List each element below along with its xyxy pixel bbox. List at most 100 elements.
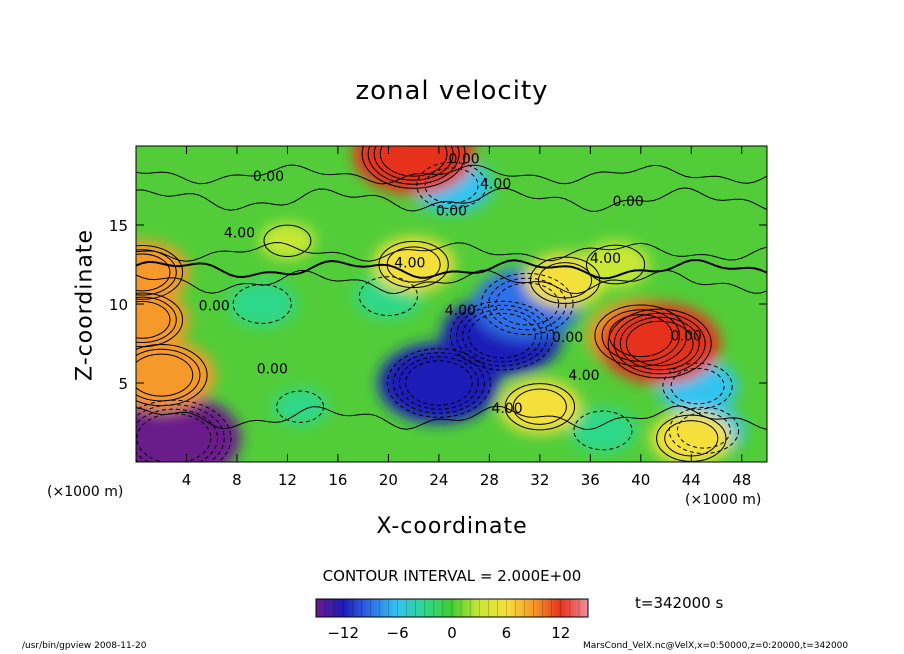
contour-label-11: 0.00 — [552, 330, 583, 346]
contour-label-0: 0.00 — [449, 151, 480, 167]
heatmap-cell-10 — [272, 388, 328, 426]
contour-label-1: 4.00 — [480, 177, 511, 193]
contour-band — [136, 269, 767, 295]
heatmap-cell-21 — [259, 222, 316, 260]
heatmap-cell-19 — [499, 379, 581, 434]
contour-line-16-2 — [136, 296, 177, 343]
contour-line-13-2 — [619, 316, 700, 371]
colorbar-tick-label-3: 6 — [502, 624, 512, 642]
contour-line-15-2 — [136, 249, 177, 296]
contour-line-7-1 — [670, 367, 725, 405]
x-tick-label-2: 12 — [278, 471, 297, 489]
contour-label-3: 0.00 — [436, 204, 467, 220]
contour-label-14: 0.00 — [671, 328, 702, 344]
contour-line-11-3 — [136, 344, 208, 407]
contour-band — [136, 164, 767, 185]
contour-line-4-2 — [416, 161, 487, 210]
contour-line-11-2 — [136, 348, 201, 402]
contour-line-3-3 — [480, 272, 574, 336]
heatmap-cell-20 — [581, 241, 650, 288]
x-tick-label-8: 36 — [581, 471, 600, 489]
contour-line-0-4 — [136, 399, 232, 462]
colorbar-tick-label-2: 0 — [447, 624, 457, 642]
heatmap-cell-15 — [136, 240, 190, 304]
contour-line-14-1 — [379, 146, 448, 177]
colorbar-tick-label-1: −6 — [387, 624, 409, 642]
x-tick-label-9: 40 — [631, 471, 650, 489]
contour-line-21-1 — [263, 224, 312, 257]
contour-line-9-1 — [573, 410, 633, 451]
x-tick-label-4: 20 — [379, 471, 398, 489]
contour-interval-text: CONTOUR INTERVAL = 2.000E+00 — [322, 567, 582, 585]
contour-line-0-1 — [136, 413, 212, 462]
contour-label-4: 0.00 — [613, 194, 644, 210]
contour-line-2-4 — [449, 300, 554, 371]
x-tick-label-7: 32 — [530, 471, 549, 489]
contour-band — [136, 405, 767, 430]
contour-line-13-3 — [613, 312, 706, 375]
x-tick-label-6: 28 — [480, 471, 499, 489]
x-tick-label-1: 8 — [232, 471, 242, 489]
y-axis-label: Z-coordinate — [72, 229, 98, 381]
contour-line-13-1 — [625, 320, 694, 367]
time-label: t=342000 s — [635, 594, 724, 612]
contour-line-7-2 — [662, 362, 733, 410]
contour-label-5: 4.00 — [224, 226, 255, 242]
contour-line-15-1 — [136, 253, 171, 292]
y-unit-label: (×1000 m) — [47, 484, 124, 500]
heatmap-cell-18 — [372, 237, 455, 292]
contour-line-19-1 — [512, 388, 567, 425]
contour-line-14-3 — [367, 146, 460, 185]
contour-label-8: 4.00 — [445, 303, 476, 319]
contour-line-14-4 — [361, 146, 466, 189]
contour-label-12: 4.00 — [568, 368, 599, 384]
contour-line-1-3 — [392, 352, 485, 414]
contour-line-2-2 — [462, 308, 542, 363]
contour-line-13-4 — [607, 308, 712, 379]
x-tick-label-5: 24 — [429, 471, 448, 489]
contour-line-1-4 — [386, 348, 491, 418]
y-tick-label-1: 10 — [109, 296, 128, 314]
x-axis-label: X-coordinate — [376, 514, 528, 539]
y-tick-label-2: 15 — [109, 217, 128, 235]
colorbar-tick-label-4: 12 — [551, 624, 570, 642]
contour-label-9: 0.00 — [199, 298, 230, 314]
heatmap-cell-11 — [136, 339, 216, 412]
contour-line-20-1 — [585, 244, 646, 285]
contour-line-19-2 — [504, 383, 576, 431]
contour-line-10-1 — [276, 390, 325, 423]
contour-line-2-1 — [468, 312, 536, 359]
contour-line-1-2 — [398, 356, 479, 410]
chart-title: zonal velocity — [355, 76, 549, 106]
contour-line-3-2 — [488, 277, 567, 331]
contour-band — [136, 241, 767, 262]
contour-line-1-1 — [405, 360, 473, 406]
x-unit-label: (×1000 m) — [685, 492, 762, 508]
contour-line-3-1 — [495, 282, 560, 326]
contour-line-6-1 — [358, 276, 418, 316]
contour-label-2: 0.00 — [253, 169, 284, 185]
footer-right: MarsCond_VelX.nc@VelX,x=0:50000,z=0:2000… — [583, 641, 849, 651]
y-tick-label-0: 5 — [118, 375, 128, 393]
contour-line-16-3 — [136, 292, 184, 348]
contour-line-17-1 — [538, 262, 593, 299]
heatmap-cell-9 — [568, 407, 638, 454]
contour-line-14-2 — [373, 146, 454, 181]
contour-label-6: 4.00 — [394, 256, 425, 272]
contour-line-11-1 — [136, 353, 194, 397]
contour-band — [136, 187, 767, 212]
contour-line-2-3 — [456, 304, 548, 367]
x-tick-label-10: 44 — [682, 471, 701, 489]
contour-label-13: 4.00 — [491, 401, 522, 417]
contour-label-7: 4.00 — [590, 251, 621, 267]
contour-line-0-2 — [136, 408, 219, 462]
colorbar-tick-label-0: −12 — [327, 624, 359, 642]
heatmap-cell-16 — [136, 288, 190, 352]
x-tick-label-3: 16 — [328, 471, 347, 489]
contour-line-16-1 — [136, 300, 171, 339]
footer-left: /usr/bin/gpview 2008-11-20 — [22, 641, 147, 651]
x-tick-label-11: 48 — [732, 471, 751, 489]
x-tick-label-0: 4 — [182, 471, 192, 489]
contour-label-10: 0.00 — [257, 362, 288, 378]
